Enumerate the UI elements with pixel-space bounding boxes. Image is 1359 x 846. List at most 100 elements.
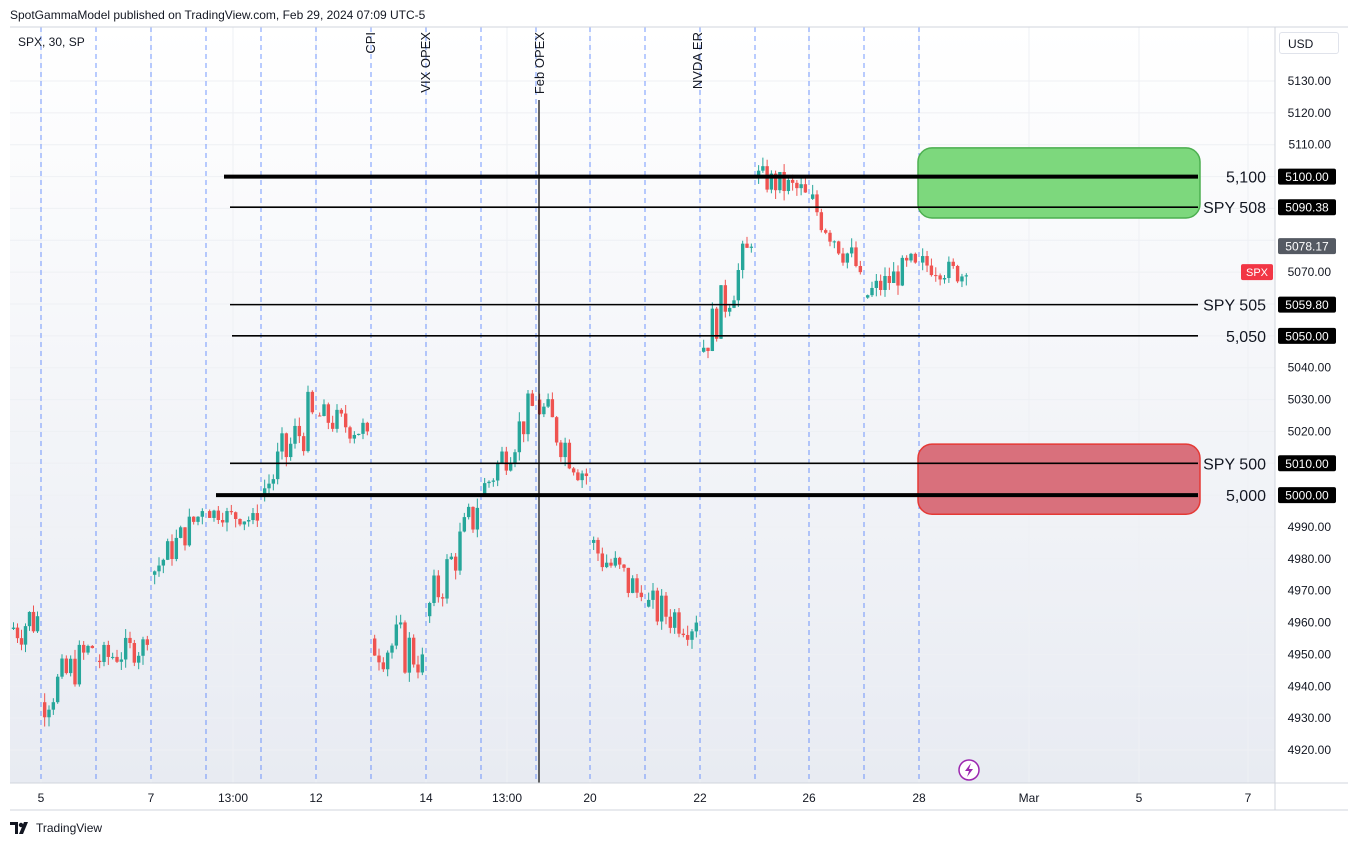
candle-body-84 <box>394 624 399 646</box>
symbol-badge-bg <box>1241 264 1273 281</box>
candle-body-164 <box>761 166 765 171</box>
candle-body-8 <box>47 709 51 718</box>
x-tick-label-4: 14 <box>419 791 433 805</box>
candle-body-184 <box>849 247 854 254</box>
candle-body-75 <box>352 434 357 439</box>
candle-body-13 <box>68 658 73 674</box>
candle-body-46 <box>220 519 225 523</box>
candle-body-114 <box>530 393 535 406</box>
candle-body-20 <box>102 644 106 663</box>
candle-body-198 <box>913 253 918 263</box>
candle-body-147 <box>681 633 686 636</box>
candle-body-137 <box>635 578 639 593</box>
candle-body-25 <box>123 637 128 660</box>
candle-body-70 <box>330 422 335 429</box>
candle-body-21 <box>106 644 111 657</box>
candle-body-99 <box>462 517 467 532</box>
candle-body-127 <box>591 539 596 543</box>
candle-body-92 <box>432 575 436 603</box>
candle-body-60 <box>284 433 289 458</box>
candle-body-182 <box>841 253 845 263</box>
candle-body-64 <box>301 436 306 452</box>
candle-body-49 <box>233 512 238 519</box>
candle-body-151 <box>701 347 706 352</box>
candle-body-193 <box>891 271 896 283</box>
candle-body-65 <box>306 391 310 452</box>
candle-body-135 <box>626 567 631 593</box>
level-badge-4: 5010.00 <box>1285 457 1329 471</box>
candle-body-153 <box>710 308 715 352</box>
x-tick-label-1: 7 <box>148 791 155 805</box>
candle-body-206 <box>951 261 955 266</box>
candle-body-205 <box>947 261 951 279</box>
support-zone[interactable] <box>917 443 1201 516</box>
event-label-2: Feb OPEX <box>532 32 547 94</box>
candle-body-22 <box>110 656 115 658</box>
y-tick-label-7: 4990.00 <box>1288 520 1332 534</box>
level-badge-bg-4 <box>1278 455 1336 472</box>
resistance-zone[interactable] <box>917 147 1201 219</box>
candle-body-197 <box>909 253 913 261</box>
candle-body-29 <box>141 639 145 656</box>
candle-body-4 <box>27 611 32 627</box>
y-tick-label-11: 5030.00 <box>1288 393 1332 407</box>
candle-body-50 <box>238 518 242 525</box>
x-tick-label-12: 7 <box>1245 791 1252 805</box>
candle-body-115 <box>537 399 542 415</box>
level-label-3: 5,050 <box>1226 329 1266 346</box>
candle-body-196 <box>904 257 909 261</box>
candle-body-121 <box>563 442 567 458</box>
candle-body-38 <box>183 527 187 546</box>
candle-body-160 <box>740 243 745 271</box>
candle-body-17 <box>86 645 90 653</box>
candle-body-89 <box>416 664 420 673</box>
candle-body-110 <box>513 452 517 464</box>
level-label-5: 5,000 <box>1226 488 1266 505</box>
plot-background <box>10 27 1275 783</box>
candle-body-152 <box>706 347 710 352</box>
x-tick-label-3: 12 <box>309 791 323 805</box>
candle-body-170 <box>786 179 791 192</box>
candle-body-10 <box>55 676 60 703</box>
candle-body-167 <box>773 173 778 191</box>
candle-body-80 <box>377 655 381 663</box>
candle-body-144 <box>668 616 673 628</box>
tradingview-logo-icon <box>10 822 28 834</box>
candle-body-32 <box>157 565 161 572</box>
candle-body-157 <box>727 307 732 312</box>
level-badge-0: 5100.00 <box>1285 170 1329 184</box>
candle-body-1 <box>15 627 20 639</box>
candle-body-174 <box>803 184 808 193</box>
candle-body-86 <box>403 622 407 673</box>
y-tick-label-2: 4940.00 <box>1288 679 1332 693</box>
candle-body-192 <box>887 276 892 283</box>
candle-body-139 <box>646 599 651 607</box>
candle-body-2 <box>19 638 24 645</box>
candle-body-82 <box>385 652 390 670</box>
currency-selector[interactable]: USD <box>1279 32 1339 54</box>
candle-body-100 <box>466 506 471 518</box>
candle-body-14 <box>73 658 77 685</box>
candle-body-128 <box>596 539 600 554</box>
candle-body-141 <box>655 590 660 622</box>
candle-body-87 <box>407 637 412 673</box>
x-tick-label-11: 5 <box>1136 791 1143 805</box>
candle-body-133 <box>617 557 622 565</box>
candle-body-183 <box>845 253 850 263</box>
candle-body-162 <box>749 246 754 248</box>
footer-brand-label: TradingView <box>36 821 103 835</box>
candle-body-15 <box>77 644 82 685</box>
symbol-label: SPX, 30, SP <box>18 35 85 49</box>
candle-body-51 <box>242 521 247 525</box>
candle-body-97 <box>453 556 458 571</box>
candle-body-103 <box>482 483 487 496</box>
lightning-icon[interactable] <box>958 759 980 781</box>
candle-body-118 <box>550 399 555 418</box>
candle-body-187 <box>865 295 870 298</box>
candle-body-131 <box>609 562 613 566</box>
candle-body-95 <box>445 559 449 599</box>
candle-body-102 <box>475 507 480 530</box>
candle-body-173 <box>799 184 803 189</box>
footer-brand[interactable]: TradingView <box>10 821 102 835</box>
